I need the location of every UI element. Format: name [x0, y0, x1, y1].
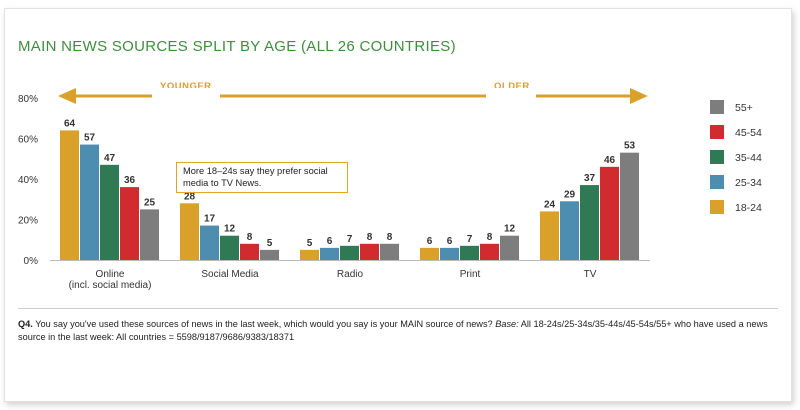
- y-tick-label: 20%: [18, 216, 38, 227]
- bar: [620, 152, 639, 260]
- arrow-right-head: [630, 88, 648, 104]
- bar: [300, 249, 319, 260]
- callout-box: More 18–24s say they prefer social media…: [176, 162, 348, 193]
- data-label: 57: [84, 133, 96, 144]
- data-label: 6: [447, 236, 453, 247]
- data-label: 17: [204, 214, 216, 225]
- data-label: 8: [247, 232, 253, 243]
- footnote-base-label: Base:: [495, 319, 519, 329]
- footnote-base-text: All 18-24s/25-34s/35-44s/45-54s/55+ who …: [18, 319, 768, 342]
- legend-swatch: [710, 125, 724, 139]
- data-label: 5: [267, 238, 273, 249]
- data-label: 6: [327, 236, 333, 247]
- bar: [200, 225, 219, 260]
- arrow-label-gap: [152, 88, 220, 104]
- older-label: OLDER: [494, 81, 530, 92]
- data-label: 7: [347, 234, 353, 245]
- data-label: 5: [307, 238, 313, 249]
- bar: [460, 245, 479, 260]
- data-label: 8: [387, 232, 393, 243]
- legend-swatch: [710, 150, 724, 164]
- data-label: 7: [467, 234, 473, 245]
- legend-swatch: [710, 200, 724, 214]
- legend-label: 18-24: [735, 202, 762, 214]
- bar: [480, 243, 499, 260]
- bar: [380, 243, 399, 260]
- bar: [180, 203, 199, 260]
- bar: [240, 243, 259, 260]
- legend-label: 55+: [735, 102, 753, 114]
- data-label: 29: [564, 189, 576, 200]
- x-tick-label: Print: [460, 269, 481, 280]
- legend-label: 25-34: [735, 177, 762, 189]
- bar: [140, 209, 159, 260]
- bar: [500, 235, 519, 260]
- footnote-question-id: Q4.: [18, 319, 33, 329]
- data-label: 47: [104, 153, 116, 164]
- data-label: 24: [544, 199, 556, 210]
- bar: [420, 247, 439, 260]
- bar: [100, 164, 119, 260]
- legend-label: 45-54: [735, 127, 762, 139]
- bar: [560, 201, 579, 260]
- data-label: 64: [64, 118, 76, 129]
- y-tick-label: 60%: [18, 135, 38, 146]
- legend-swatch: [710, 175, 724, 189]
- x-tick-label: Radio: [337, 269, 364, 280]
- chart-title: MAIN NEWS SOURCES SPLIT BY AGE (ALL 26 C…: [18, 38, 456, 55]
- data-label: 28: [184, 191, 196, 202]
- bar: [220, 235, 239, 260]
- data-label: 12: [224, 224, 236, 235]
- bar: [80, 144, 99, 260]
- data-label: 8: [487, 232, 493, 243]
- bar: [260, 249, 279, 260]
- bar: [600, 166, 619, 260]
- data-label: 25: [144, 197, 156, 208]
- arrow-left-head: [58, 88, 76, 104]
- footnote-question: You say you've used these sources of new…: [32, 319, 496, 329]
- arrow-label-gap: [486, 88, 536, 104]
- legend-label: 35-44: [735, 152, 762, 164]
- legend-swatch: [710, 100, 724, 114]
- x-tick-label: Social Media: [201, 269, 259, 280]
- data-label: 6: [427, 236, 433, 247]
- x-tick-label: Online: [96, 269, 125, 280]
- younger-label: YOUNGER: [160, 81, 212, 92]
- bar: [340, 245, 359, 260]
- y-tick-label: 0%: [24, 256, 39, 267]
- bar: [540, 211, 559, 260]
- bar: [440, 247, 459, 260]
- bar: [360, 243, 379, 260]
- divider: [18, 308, 778, 309]
- data-label: 8: [367, 232, 373, 243]
- bar: [580, 185, 599, 260]
- y-tick-label: 80%: [18, 94, 38, 105]
- x-tick-label: (incl. social media): [69, 280, 152, 291]
- bar: [320, 247, 339, 260]
- data-label: 53: [624, 141, 636, 152]
- bar: [120, 187, 139, 260]
- data-label: 37: [584, 173, 596, 184]
- data-label: 46: [604, 155, 616, 166]
- data-label: 12: [504, 224, 516, 235]
- bar: [60, 130, 79, 260]
- x-tick-label: TV: [584, 269, 597, 280]
- data-label: 36: [124, 175, 136, 186]
- y-tick-label: 40%: [18, 175, 38, 186]
- footnote: Q4. You say you've used these sources of…: [18, 318, 778, 344]
